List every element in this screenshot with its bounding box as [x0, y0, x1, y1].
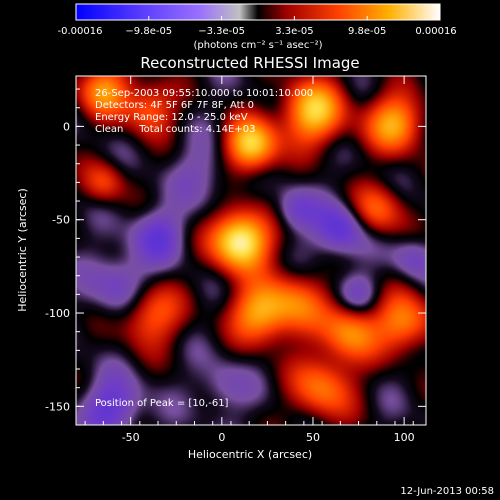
heatmap-canvas — [76, 76, 426, 425]
annotation-detectors: Detectors: 4F 5F 6F 7F 8F, Att 0 — [95, 100, 254, 111]
annotation-energy-range: Energy Range: 12.0 - 25.0 keV — [95, 112, 248, 123]
colorbar-unit-label: (photons cm⁻² s⁻¹ asec⁻²) — [193, 40, 322, 51]
chart-title: Reconstructed RHESSI Image — [140, 54, 359, 72]
peak-position-label: Position of Peak = [10,-61] — [95, 398, 229, 409]
colorbar-tick-label: −3.3e-05 — [198, 26, 245, 37]
annotation-time-range: 26-Sep-2003 09:55:10.000 to 10:01:10.000 — [95, 88, 313, 99]
x-axis-label: Heliocentric X (arcsec) — [188, 448, 312, 461]
axis-ticks: -50 0 50 100 0 -50 -100 -150 — [45, 76, 426, 444]
y-tick-label: -150 — [45, 400, 70, 413]
colorbar-tick-label: 0.00016 — [415, 26, 456, 37]
colorbar — [75, 3, 441, 21]
x-tick-label: 0 — [218, 431, 225, 444]
y-tick-label: 0 — [63, 120, 70, 133]
colorbar-tick-label: -0.00016 — [58, 26, 103, 37]
annotation-clean-counts: Clean Total counts: 4.14E+03 — [95, 124, 255, 135]
colorbar-tick-label: 9.8e-05 — [348, 26, 386, 37]
footer-timestamp: 12-Jun-2013 00:58 — [400, 486, 494, 497]
y-tick-label: -100 — [45, 307, 70, 320]
plot-frame — [75, 75, 427, 426]
y-axis-label: Heliocentric Y (arcsec) — [16, 188, 29, 312]
x-tick-label: -50 — [122, 431, 140, 444]
x-tick-label: 100 — [394, 431, 415, 444]
colorbar-ticks: -0.00016 −9.8e-05 −3.3e-05 3.3e-05 9.8e-05 0.… — [58, 16, 457, 37]
colorbar-tick-label: −9.8e-05 — [125, 26, 172, 37]
heatmap-image — [76, 76, 426, 425]
colorbar-tick-label: 3.3e-05 — [275, 26, 313, 37]
y-tick-label: -50 — [52, 214, 70, 227]
x-tick-label: 50 — [306, 431, 320, 444]
